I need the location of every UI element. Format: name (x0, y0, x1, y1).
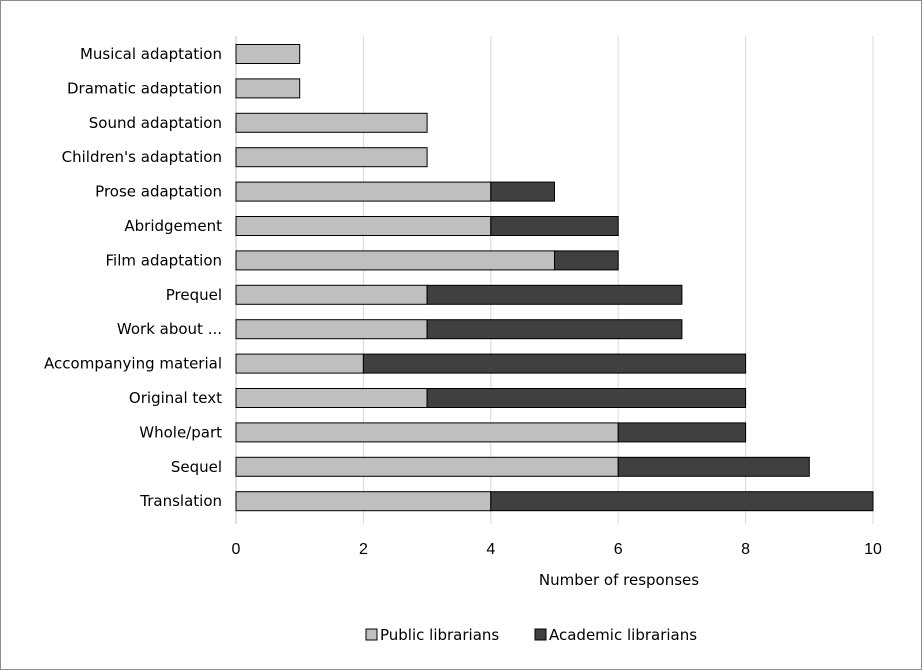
category-label: Abridgement (124, 217, 222, 235)
bar-public (235, 422, 619, 443)
bar-public (235, 319, 428, 340)
category-label: Whole/part (139, 423, 222, 441)
category-label: Prequel (166, 286, 222, 304)
bar-public (235, 112, 428, 133)
bar-public (235, 250, 555, 271)
category-label: Prose adaptation (95, 183, 222, 201)
category-label: Children's adaptation (62, 148, 222, 166)
bar-public (235, 353, 364, 374)
legend-swatch (534, 628, 547, 641)
category-labels: Musical adaptation Dramatic adaptation Sou… (44, 45, 222, 510)
x-tick-label: 8 (741, 541, 750, 558)
legend-label: Public librarians (380, 626, 499, 644)
bar-academic (362, 353, 747, 374)
category-label: Accompanying material (44, 355, 222, 373)
x-tick-label: 2 (359, 541, 368, 558)
bar-public (235, 388, 428, 408)
legend-label: Academic librarians (549, 626, 697, 644)
category-label: Film adaptation (106, 251, 222, 269)
bar-public (235, 78, 301, 99)
bar-public (235, 456, 619, 477)
bar-public (235, 491, 492, 512)
bar-public (235, 44, 301, 64)
bar-academic (617, 456, 810, 477)
category-label: Work about ... (117, 320, 222, 338)
x-axis-title: Number of responses (539, 571, 699, 589)
bar-academic (490, 181, 555, 202)
x-tick-labels: 0 2 4 6 8 10 (232, 541, 882, 558)
x-tick-label: 4 (486, 541, 495, 558)
x-tick-label: 10 (864, 541, 882, 558)
bar-academic (554, 250, 619, 271)
category-label: Dramatic adaptation (67, 79, 222, 97)
bar-public (235, 181, 492, 202)
bar-public (235, 216, 492, 236)
x-tick-label: 0 (232, 541, 241, 558)
legend-swatch (365, 628, 378, 641)
bar-public (235, 284, 428, 305)
bar-academic (426, 284, 683, 305)
bars (235, 44, 874, 512)
bar-academic (426, 319, 683, 340)
category-label: Sequel (171, 458, 222, 476)
category-label: Musical adaptation (80, 45, 222, 63)
bar-academic (617, 422, 747, 443)
bar-public (235, 147, 428, 168)
bar-academic (490, 216, 619, 236)
x-tick-label: 6 (614, 541, 623, 558)
bar-academic (490, 491, 874, 512)
category-label: Translation (139, 492, 222, 510)
gridlines (235, 36, 874, 524)
category-label: Sound adaptation (89, 114, 222, 132)
bar-academic (426, 388, 747, 408)
legend: Public librarians Academic librarians (365, 626, 697, 644)
category-label: Original text (129, 389, 222, 407)
